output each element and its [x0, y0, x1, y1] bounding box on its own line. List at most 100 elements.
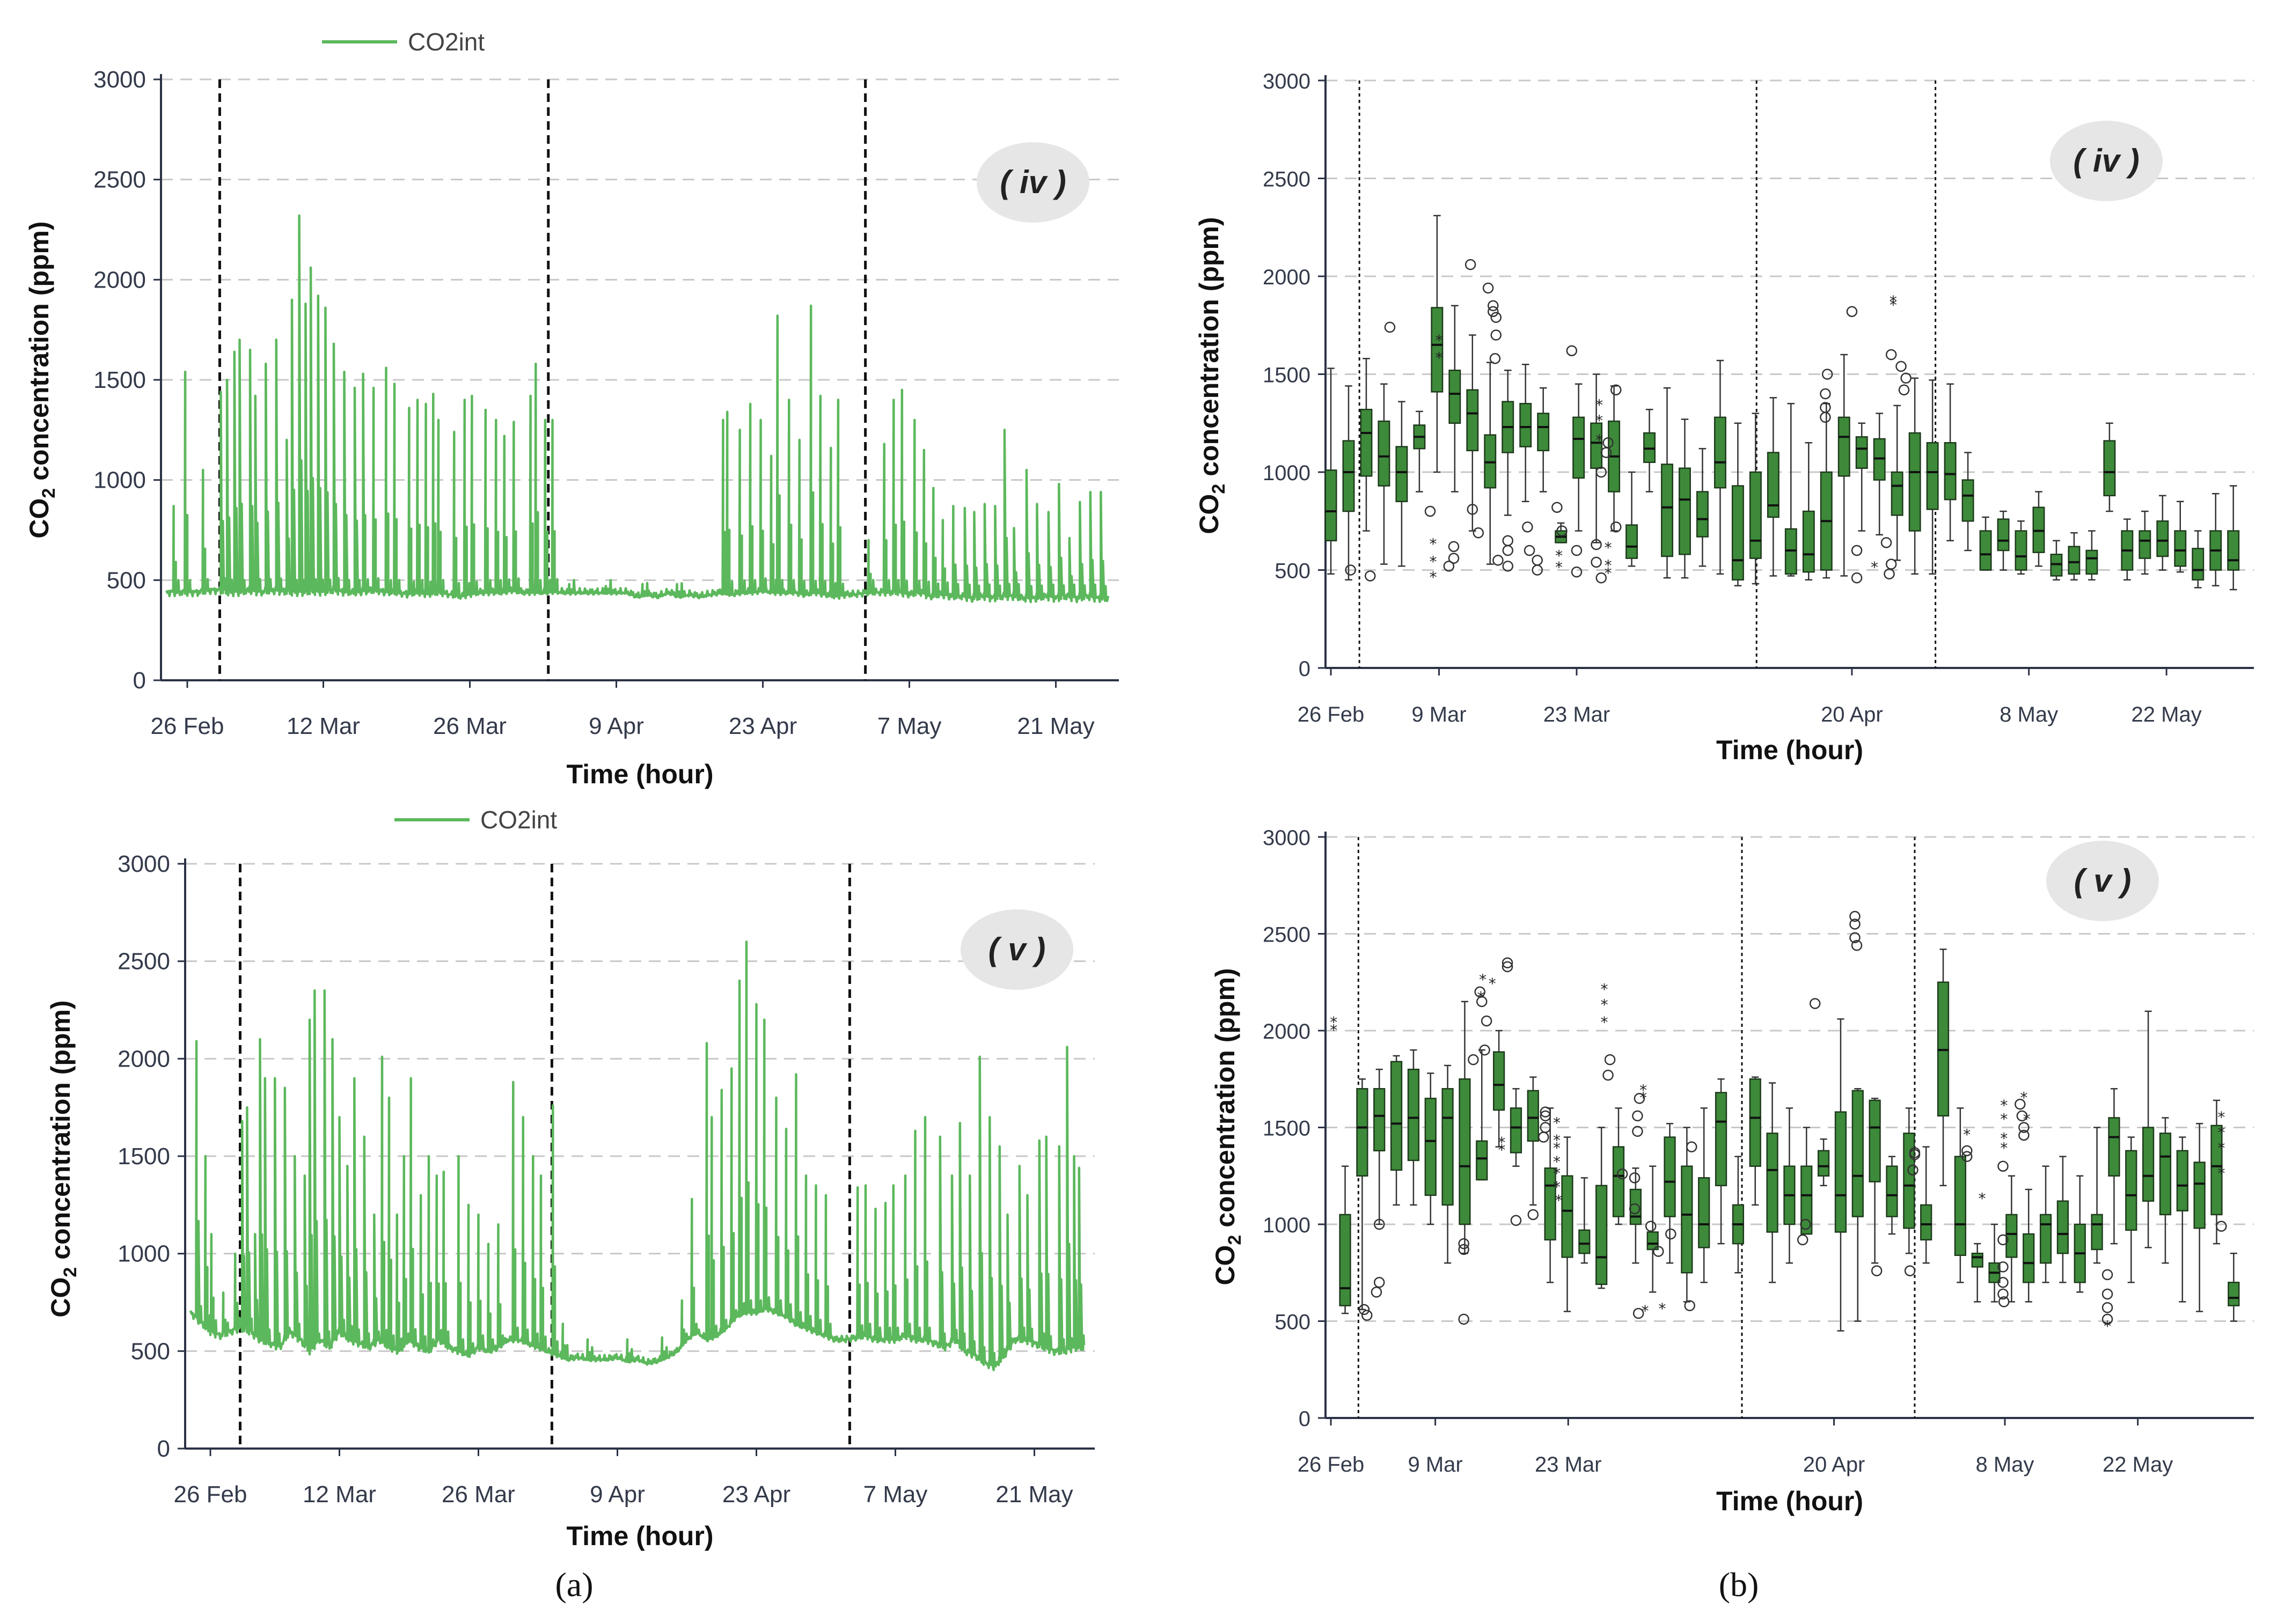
x-tick-label: 23 Mar [1543, 703, 1610, 726]
outlier-star: * [1479, 971, 1486, 989]
x-tick-label: 26 Feb [1298, 1453, 1365, 1476]
outlier-circle [2101, 1313, 2113, 1325]
outlier-circle [1629, 1172, 1641, 1184]
box-body [2103, 440, 2116, 497]
outlier-circle [1476, 996, 1488, 1008]
box-body [1390, 1061, 1403, 1171]
box-body [1578, 1229, 1591, 1254]
outlier-circle [1595, 466, 1607, 478]
outlier-circle [1532, 564, 1543, 576]
box-body [1749, 471, 1762, 559]
y-axis-label-rest: concentration (ppm) [1210, 968, 1240, 1234]
box-body [1715, 1092, 1727, 1187]
box-body [1800, 1165, 1813, 1235]
x-axis-label: Time (hour) [566, 759, 713, 789]
outlier-star: * [1595, 431, 1603, 449]
outlier-circle [1880, 537, 1892, 548]
outlier-circle [1345, 564, 1356, 576]
outlier-star: * [1555, 1192, 1563, 1209]
y-tick-label: 500 [1275, 560, 1310, 583]
outlier-circle [1524, 545, 1535, 556]
box-body [2015, 530, 2027, 571]
outlier-circle [1600, 447, 1612, 458]
panel-badge: ( iv ) [2073, 143, 2139, 179]
box-body [2039, 1214, 2052, 1264]
outlier-circle [2101, 1302, 2113, 1313]
outlier-circle [1665, 1228, 1676, 1240]
outlier-star: * [1553, 1165, 1561, 1182]
y-tick-label: 0 [1299, 657, 1310, 681]
outlier-circle [1820, 411, 1831, 423]
y-axis-label-co: CO [1210, 1245, 1240, 1285]
outlier-circle [1851, 545, 1863, 556]
outlier-star: * [1477, 988, 1485, 1006]
outlier-circle [1489, 353, 1501, 364]
outlier-circle [1591, 539, 1602, 550]
x-tick-label: 26 Feb [1298, 703, 1365, 726]
outlier-star: * [1498, 1141, 1505, 1159]
box-body [1979, 530, 1992, 571]
outlier-circle [1809, 998, 1821, 1009]
box-body [1837, 416, 1850, 477]
outlier-circle [1467, 504, 1478, 515]
x-tick-label: 26 Mar [433, 713, 507, 739]
outlier-circle [1846, 306, 1858, 317]
series-line-co2int [165, 214, 1110, 604]
y-axis-label-rest: concentration (ppm) [24, 221, 54, 488]
box-body [2210, 1125, 2223, 1216]
outlier-star: * [2217, 1108, 2225, 1126]
x-tick-label: 23 Mar [1535, 1453, 1602, 1476]
outlier-circle [1591, 556, 1602, 568]
outlier-circle [2101, 1288, 2113, 1300]
y-axis-label: CO2 concentration (ppm) [1210, 968, 1245, 1285]
box-body [1448, 369, 1461, 424]
box-body [1424, 1098, 1437, 1196]
outlier-circle [1821, 369, 1833, 380]
box-body [1431, 307, 1444, 393]
outlier-circle [1909, 1149, 1921, 1160]
box-body [1834, 1111, 1847, 1233]
outlier-star: * [1436, 349, 1443, 367]
chart-b-v: 0 500 1000 1500 2000 2500 3000 26 Feb 9 Mar 23 Ma… [1210, 826, 2254, 1516]
y-tick-label: 1000 [118, 1241, 170, 1267]
y-tick-label: 2500 [1263, 168, 1310, 192]
outlier-star: * [1553, 1131, 1561, 1149]
panel-badge: ( v ) [2074, 863, 2132, 899]
x-tick-label: 26 Mar [442, 1481, 515, 1508]
outlier-circle [1443, 560, 1455, 572]
box-body [1944, 442, 1957, 501]
outlier-circle [1502, 560, 1513, 572]
y-tick-label: 3000 [93, 67, 146, 93]
outlier-circle [1820, 388, 1831, 400]
outlier-circle [1373, 1218, 1385, 1230]
outlier-star: * [1642, 1302, 1649, 1320]
outlier-circle [1538, 1131, 1549, 1143]
outlier-circle [1851, 572, 1863, 584]
outlier-star: * [2217, 1140, 2225, 1157]
outlier-circle [1871, 1265, 1883, 1276]
y-tick-label: 1000 [93, 467, 146, 494]
x-axis-label: Time (hour) [1716, 1486, 1863, 1516]
outlier-circle [1490, 329, 1502, 341]
x-tick-label: 9 Mar [1408, 1453, 1462, 1476]
outlier-circle [1502, 957, 1513, 968]
outlier-circle [1527, 1209, 1539, 1221]
outlier-circle [1371, 1287, 1382, 1298]
outlier-circle [1556, 525, 1568, 537]
y-tick-label: 1500 [1263, 1117, 1310, 1141]
box-body [1466, 389, 1479, 452]
panel-badge-bg [2050, 121, 2163, 201]
chart-a-iv: 0 500 1000 1500 2000 2500 3000 26 Feb 12 Mar 26 M… [24, 28, 1119, 789]
outlier-star: * [1430, 535, 1437, 553]
y-tick-label: 2000 [118, 1046, 170, 1072]
outlier-circle [1458, 1238, 1469, 1250]
outlier-star: * [1498, 1134, 1505, 1151]
outlier-circle [1895, 361, 1907, 372]
y-axis-label-rest: concentration (ppm) [1194, 217, 1224, 483]
outlier-star: * [1605, 557, 1612, 575]
y-axis-label-sub: 2 [39, 488, 59, 498]
box-body [2228, 1282, 2240, 1306]
outlier-circle [1849, 932, 1861, 943]
box-body [1855, 436, 1868, 469]
